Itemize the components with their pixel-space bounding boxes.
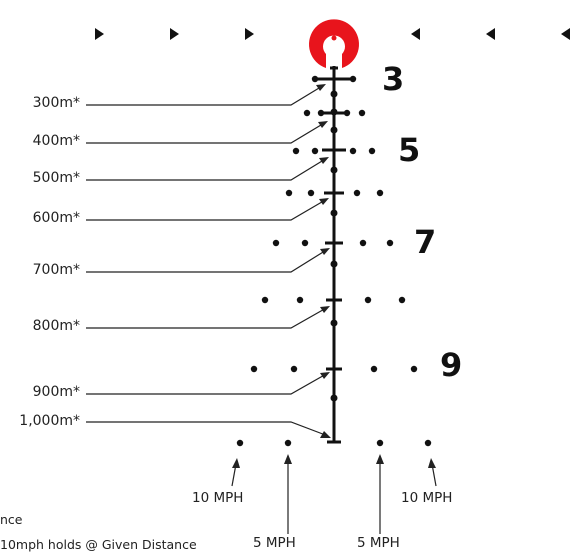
distance-label-800m: 800m* (32, 318, 80, 334)
wind-label-left-10mph: 10 MPH (192, 490, 244, 506)
distance-label-300m: 300m* (32, 95, 80, 111)
left-arrow-marker (486, 28, 495, 40)
hash-marks (314, 77, 354, 371)
legend-note-2: 10mph holds @ Given Distance (0, 537, 197, 552)
distance-label-900m: 900m* (32, 384, 80, 400)
wind-dots (236, 75, 432, 447)
right-arrow-marker (95, 28, 104, 40)
magnification-5: 5 (398, 131, 421, 169)
left-arrow-marker (411, 28, 420, 40)
magnification-9: 9 (440, 346, 463, 384)
right-arrow-marker (245, 28, 254, 40)
center-dots (330, 90, 338, 402)
wind-arrowheads (232, 454, 436, 468)
legend-note-1: nce (0, 512, 23, 527)
distance-label-700m: 700m* (32, 262, 80, 278)
distance-label-600m: 600m* (32, 210, 80, 226)
distance-label-500m: 500m* (32, 170, 80, 186)
distance-label-1000m: 1,000m* (19, 413, 80, 429)
left-arrow-marker (561, 28, 570, 40)
right-arrow-marker (170, 28, 179, 40)
horizontal-markers (95, 28, 570, 40)
distance-label-400m: 400m* (32, 133, 80, 149)
magnification-7: 7 (414, 223, 437, 261)
wind-label-left-5mph: 5 MPH (253, 535, 296, 551)
wind-label-right-5mph: 5 MPH (357, 535, 400, 551)
wind-label-right-10mph: 10 MPH (401, 490, 453, 506)
distance-leaders (86, 84, 329, 437)
magnification-3: 3 (382, 60, 405, 98)
center-ring (309, 19, 359, 68)
distance-arrowheads (316, 84, 331, 438)
